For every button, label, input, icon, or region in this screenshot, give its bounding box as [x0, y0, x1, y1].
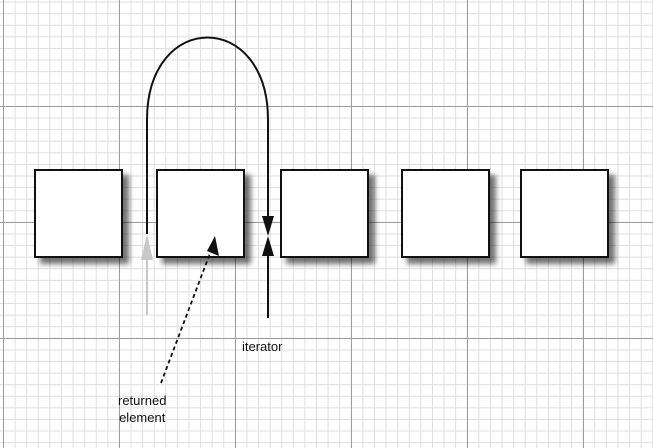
list-element-box: [520, 169, 609, 258]
returned-element-box: [156, 169, 245, 258]
previous-iterator-arrowhead: [141, 234, 153, 260]
returned-element-arrowhead: [207, 236, 219, 256]
returned-element-label: returned element: [118, 393, 167, 425]
list-element-box: [401, 169, 490, 258]
iterator-label: iterator: [242, 339, 283, 354]
list-element-box: [280, 169, 369, 258]
returned-element-pointer: [160, 247, 213, 384]
advance-arc-arrowhead: [262, 216, 274, 236]
iterator-arrowhead: [262, 236, 274, 256]
list-element-box: [34, 169, 123, 258]
advance-arc: [146, 36, 269, 234]
